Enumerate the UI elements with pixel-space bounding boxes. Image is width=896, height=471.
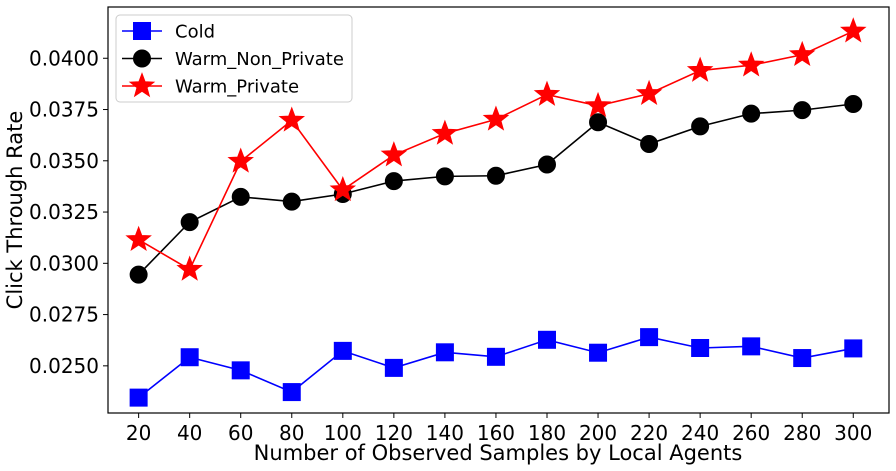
- y-axis: 0.0250 0.0275 0.0300 0.0325 0.0350 0.0375 0.04…: [29, 46, 108, 378]
- y-axis-title: Click Through Rate: [3, 111, 27, 310]
- data-point-warm-private: [431, 119, 459, 145]
- data-point-warm-private: [788, 40, 816, 67]
- data-point-cold: [384, 358, 403, 377]
- data-point-warm-private: [329, 175, 357, 202]
- data-point-warm-private: [380, 141, 408, 167]
- data-point-cold: [231, 361, 250, 380]
- legend-box: [115, 14, 353, 103]
- data-point-warm-private: [176, 255, 203, 281]
- y-tick-label: 0.0250: [29, 354, 99, 378]
- x-axis-title: Number of Observed Samples by Local Agen…: [254, 441, 743, 465]
- x-tick-label: 60: [228, 421, 253, 445]
- y-tick-label: 0.0325: [29, 200, 99, 224]
- x-tick-label: 300: [834, 421, 872, 445]
- data-point-warm-private: [686, 56, 714, 82]
- data-point-warm-non-private: [180, 213, 199, 232]
- x-tick-label: 40: [177, 421, 202, 445]
- y-tick-label: 0.0275: [29, 303, 99, 327]
- legend-label-cold: Cold: [175, 22, 215, 43]
- data-point-cold: [640, 328, 659, 347]
- y-tick-label: 0.0375: [29, 98, 99, 122]
- data-point-warm-private: [278, 106, 306, 132]
- y-tick-label: 0.0400: [29, 46, 99, 70]
- legend-label-warm-non-private: Warm_Non_Private: [175, 49, 344, 70]
- legend: Cold Warm_Non_Private Warm_Private: [115, 14, 353, 103]
- data-point-warm-private: [227, 147, 254, 173]
- data-point-warm-non-private: [793, 101, 812, 120]
- data-point-warm-non-private: [844, 94, 863, 113]
- data-point-cold: [793, 349, 812, 368]
- x-tick-label: 100: [324, 421, 362, 445]
- data-point-warm-non-private: [691, 117, 710, 136]
- x-tick-label: 260: [732, 421, 770, 445]
- series-cold: [129, 328, 863, 407]
- data-point-warm-non-private: [435, 167, 454, 186]
- data-point-warm-non-private: [537, 155, 556, 174]
- data-point-cold: [282, 383, 301, 402]
- x-tick-label: 140: [426, 421, 464, 445]
- data-point-warm-non-private: [589, 113, 608, 132]
- data-point-cold: [180, 348, 199, 367]
- data-point-warm-non-private: [742, 104, 761, 123]
- x-tick-label: 240: [681, 421, 719, 445]
- y-tick-label: 0.0350: [29, 149, 99, 173]
- data-point-cold: [742, 337, 761, 356]
- data-point-cold: [486, 347, 505, 366]
- data-point-warm-non-private: [282, 192, 301, 211]
- data-point-warm-private: [533, 80, 561, 106]
- data-point-cold: [537, 330, 556, 349]
- legend-label-warm-private: Warm_Private: [175, 77, 299, 98]
- y-tick-label: 0.0300: [29, 251, 99, 275]
- data-point-warm-private: [482, 105, 510, 131]
- data-point-warm-non-private: [384, 172, 403, 191]
- data-point-warm-non-private: [640, 134, 659, 153]
- data-point-warm-private: [840, 17, 867, 43]
- data-point-warm-non-private: [231, 187, 250, 206]
- data-point-warm-private: [125, 225, 152, 252]
- x-axis: 20 40 60 80 100 120 140 160 180 200 220 240 260 280 30…: [126, 413, 872, 445]
- legend-marker-warm-non-private: [133, 49, 151, 68]
- data-point-cold: [589, 343, 608, 362]
- series-layer: [125, 17, 867, 407]
- data-point-cold: [691, 338, 710, 357]
- data-point-cold: [129, 388, 148, 407]
- x-tick-label: 20: [126, 421, 151, 445]
- x-tick-label: 200: [579, 421, 617, 445]
- x-tick-label: 160: [477, 421, 515, 445]
- data-point-warm-private: [635, 79, 663, 106]
- x-tick-label: 120: [375, 421, 413, 445]
- data-point-cold: [435, 343, 454, 362]
- legend-marker-warm-private: [128, 72, 156, 98]
- data-point-warm-private: [737, 51, 765, 77]
- x-tick-label: 220: [630, 421, 668, 445]
- x-tick-label: 80: [279, 421, 304, 445]
- data-point-warm-private: [584, 91, 612, 118]
- data-point-cold: [844, 339, 863, 358]
- x-tick-label: 180: [528, 421, 566, 445]
- data-point-warm-non-private: [129, 265, 148, 284]
- series-warm-private: [125, 17, 867, 281]
- x-tick-label: 280: [783, 421, 821, 445]
- data-point-cold: [333, 341, 352, 360]
- legend-marker-cold: [133, 22, 151, 40]
- data-point-warm-non-private: [486, 166, 505, 185]
